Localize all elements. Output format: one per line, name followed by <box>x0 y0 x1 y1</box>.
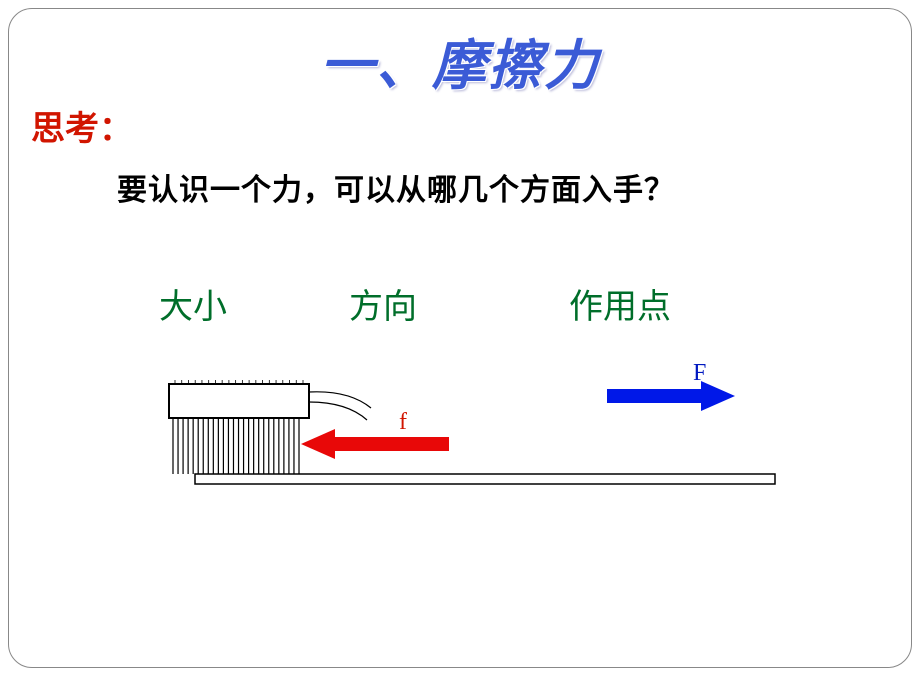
slide-title: 一、摩擦力 <box>320 21 600 100</box>
question-text: 要认识一个力，可以从哪几个方面入手？ <box>117 165 675 209</box>
think-label: 思考： <box>31 101 133 150</box>
force-capital-f-label: F <box>693 360 706 387</box>
answer-point: 作用点 <box>569 279 671 328</box>
friction-diagram: f F <box>139 354 789 534</box>
slide-frame: 一、摩擦力 思考： 要认识一个力，可以从哪几个方面入手？ 大小 方向 作用点 f… <box>8 8 912 668</box>
diagram-svg <box>139 354 789 534</box>
answer-magnitude: 大小 <box>159 279 227 328</box>
force-f-label: f <box>399 409 407 436</box>
answer-direction: 方向 <box>349 279 417 328</box>
